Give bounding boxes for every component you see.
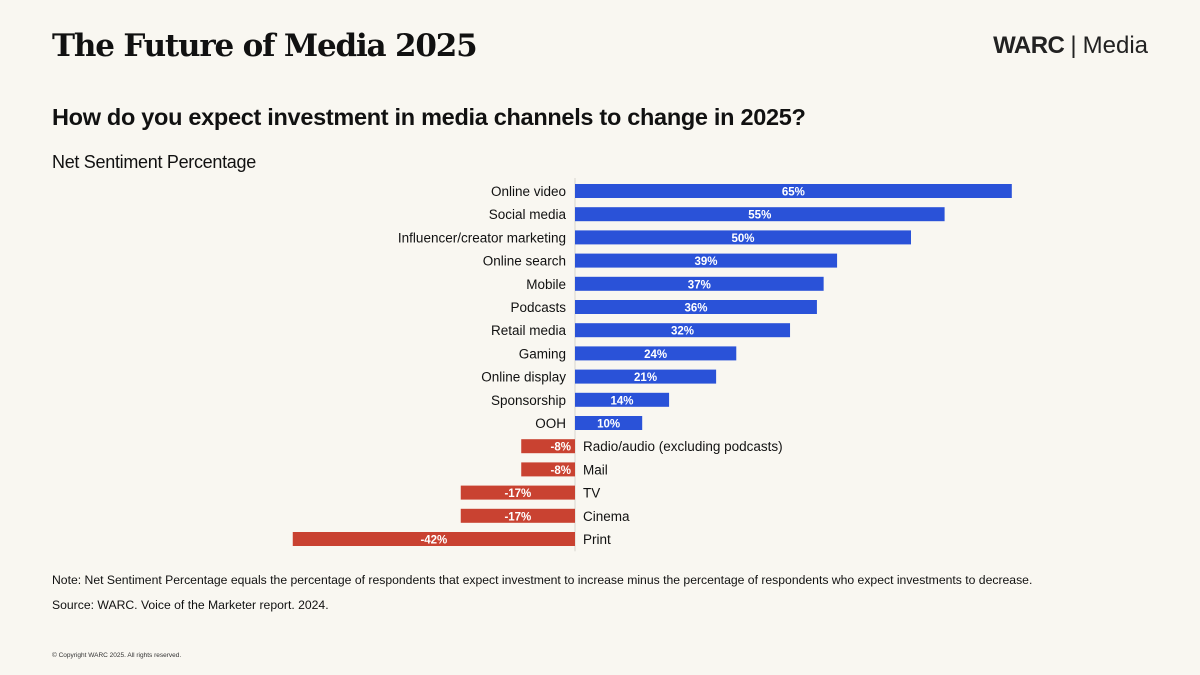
data-label: 10% xyxy=(597,419,620,431)
category-label: Print xyxy=(583,532,611,547)
category-label: Online video xyxy=(491,184,566,199)
bar-social-media xyxy=(575,207,945,222)
data-label: -17% xyxy=(504,511,531,523)
category-label: Mobile xyxy=(526,277,566,292)
data-label: 37% xyxy=(688,279,711,291)
logo-section: Media xyxy=(1082,32,1148,59)
category-label: Influencer/creator marketing xyxy=(398,230,566,245)
bar-ooh xyxy=(575,416,643,430)
data-label: 36% xyxy=(684,303,707,315)
data-label: 39% xyxy=(695,256,718,268)
data-label: -8% xyxy=(551,465,571,477)
data-label: 50% xyxy=(731,233,754,245)
footnote-source: Source: WARC. Voice of the Marketer repo… xyxy=(52,598,329,612)
bar-cinema xyxy=(460,508,575,523)
bar-mobile xyxy=(575,276,824,291)
bar-gaming xyxy=(575,346,737,361)
category-label: OOH xyxy=(535,416,566,431)
data-label: 24% xyxy=(644,349,667,361)
logo-separator: | xyxy=(1070,32,1077,59)
footnote-definition: Note: Net Sentiment Percentage equals th… xyxy=(52,573,1033,587)
category-label: Gaming xyxy=(519,346,566,361)
chart-title: How do you expect investment in media ch… xyxy=(52,104,806,130)
category-label: Sponsorship xyxy=(491,393,566,408)
data-label: 14% xyxy=(611,395,634,407)
category-label: Retail media xyxy=(491,323,567,338)
bar-influencer-creator-marketing xyxy=(575,230,911,245)
category-label: Mail xyxy=(583,462,608,477)
category-label: Cinema xyxy=(583,509,630,524)
category-label: Online display xyxy=(481,370,566,385)
bar-radio-audio-excluding-podcasts xyxy=(521,439,575,454)
data-label: -17% xyxy=(504,488,531,500)
category-label: Radio/audio (excluding podcasts) xyxy=(583,439,783,454)
bar-online-video xyxy=(575,184,1012,198)
bar-chart: 65% Online video 55% Social media 50% Influen… xyxy=(292,178,1012,552)
data-label: 65% xyxy=(782,187,805,199)
warc-media-logo: WARC | Media xyxy=(993,32,1148,60)
bar-tv xyxy=(460,485,575,500)
copyright-notice: © Copyright WARC 2025. All rights reserv… xyxy=(52,652,182,659)
bar-online-display xyxy=(575,369,717,384)
bar-print xyxy=(292,532,575,546)
category-label: Podcasts xyxy=(510,300,566,315)
bar-retail-media xyxy=(575,323,791,338)
logo-brand: WARC xyxy=(993,32,1065,59)
bar-sponsorship xyxy=(575,392,670,407)
bar-mail xyxy=(521,462,575,477)
data-label: -42% xyxy=(420,535,447,547)
category-label: Online search xyxy=(483,254,566,269)
data-label: 55% xyxy=(748,210,771,222)
report-title: The Future of Media 2025 xyxy=(52,28,478,64)
data-label: 21% xyxy=(634,372,657,384)
chart-subtitle: Net Sentiment Percentage xyxy=(52,152,256,172)
bar-online-search xyxy=(575,253,838,268)
bar-podcasts xyxy=(575,300,817,314)
data-label: -8% xyxy=(551,442,571,454)
category-label: Social media xyxy=(489,207,567,222)
data-label: 32% xyxy=(671,326,694,338)
category-label: TV xyxy=(583,486,600,501)
